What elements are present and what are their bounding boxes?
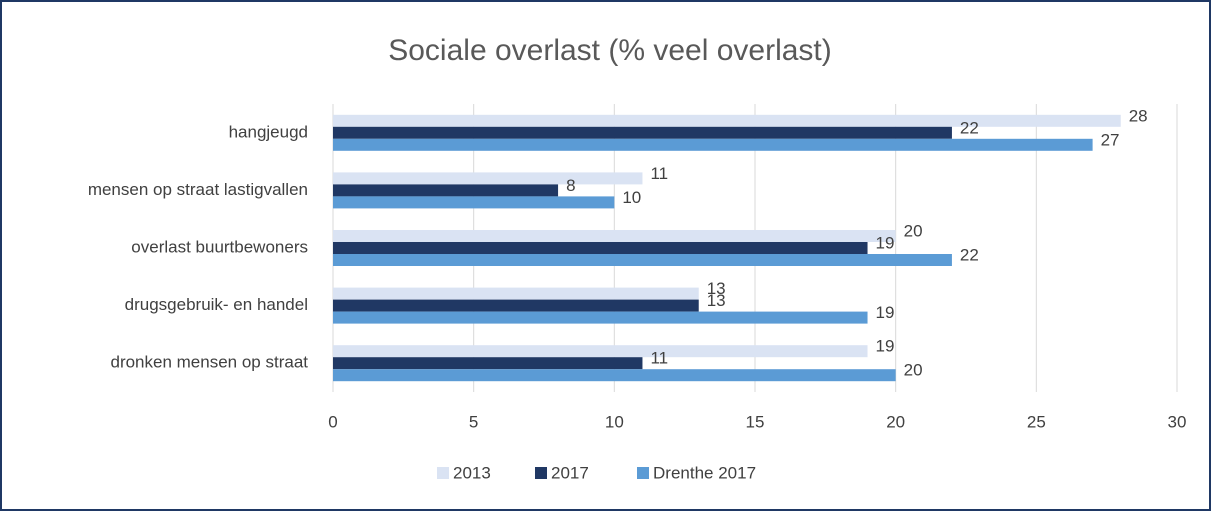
data-label: 22 [960,245,979,264]
data-label: 13 [707,291,726,310]
data-label: 19 [876,337,895,356]
x-tick-label: 0 [328,412,337,431]
x-tick-label: 20 [886,412,905,431]
data-label: 20 [904,361,923,380]
bar [333,345,868,358]
data-label: 11 [650,349,668,368]
legend-label: Drenthe 2017 [653,463,756,482]
bar [333,311,868,324]
data-label: 20 [904,221,923,240]
data-label: 28 [1129,106,1148,125]
data-label: 8 [566,176,575,195]
bar [333,242,868,254]
bar [333,172,643,185]
x-tick-label: 5 [469,412,478,431]
y-tick-label: drugsgebruik- en handel [125,295,308,314]
bar [333,114,1121,127]
y-tick-label: overlast buurtbewoners [131,237,308,256]
bar [333,299,699,312]
data-label: 27 [1101,130,1120,149]
data-label: 19 [876,303,895,322]
legend-swatch [637,467,649,479]
y-tick-label: hangjeugd [229,122,308,141]
legend-swatch [437,467,449,479]
bar [333,369,896,382]
legend-label: 2017 [551,463,589,482]
legend-swatch [535,467,547,479]
x-tick-label: 10 [605,412,624,431]
bar [333,357,643,370]
data-label: 11 [650,164,668,183]
chart-title: Sociale overlast (% veel overlast) [388,34,832,67]
bar [333,126,952,139]
data-label: 13 [707,279,726,298]
legend-label: 2013 [453,463,491,482]
bar [333,230,896,242]
bar [333,184,559,197]
data-label: 19 [876,233,895,252]
x-tick-label: 15 [746,412,765,431]
y-tick-label: dronken mensen op straat [110,353,308,372]
x-tick-label: 30 [1168,412,1187,431]
bar [333,254,952,266]
bar [333,287,699,300]
bar [333,138,1093,151]
data-label: 22 [960,118,979,137]
x-tick-label: 25 [1027,412,1046,431]
bar [333,196,615,209]
y-tick-label: mensen op straat lastigvallen [88,180,308,199]
data-label: 10 [622,188,641,207]
